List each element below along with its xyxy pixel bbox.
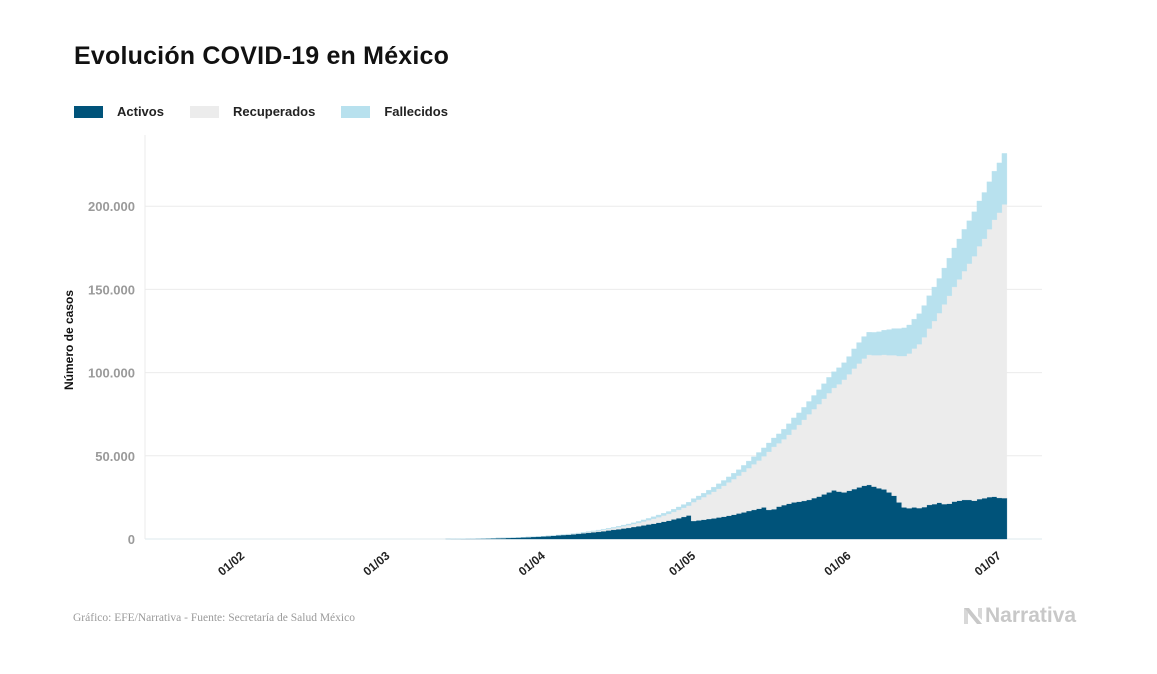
x-tick-label: 01/06 (821, 548, 853, 578)
y-tick-label: 200.000 (88, 199, 135, 214)
brand-name: Narrativa (985, 604, 1077, 627)
legend-swatch-fallecidos (341, 105, 371, 118)
y-tick-label: 100.000 (88, 366, 135, 381)
x-tick-label: 01/04 (516, 548, 548, 578)
area-recuperados (445, 204, 1008, 540)
y-axis-ticks: 0 50.000 100.000 150.000 200.000 (88, 199, 135, 547)
x-tick-label: 01/07 (972, 548, 1004, 578)
brand-logo: Narrativa (963, 604, 1076, 628)
x-tick-label: 01/03 (360, 548, 392, 578)
legend: Activos Recuperados Fallecidos (74, 104, 474, 119)
y-tick-label: 0 (128, 532, 135, 547)
x-tick-label: 01/05 (666, 548, 698, 578)
legend-item-activos: Activos (74, 104, 164, 119)
area-fallecidos (445, 153, 1008, 540)
source-note: Gráfico: EFE/Narrativa - Fuente: Secreta… (73, 612, 355, 624)
chart-title: Evolución COVID-19 en México (74, 42, 450, 70)
x-axis-ticks: 01/02 01/03 01/04 01/05 01/06 01/07 (215, 548, 1004, 578)
legend-item-fallecidos: Fallecidos (341, 104, 448, 119)
narrativa-logo-icon (964, 608, 982, 624)
y-tick-label: 50.000 (95, 449, 135, 464)
y-tick-label: 150.000 (88, 282, 135, 297)
legend-label-recuperados: Recuperados (232, 104, 316, 119)
x-tick-label: 01/02 (215, 548, 247, 578)
legend-swatch-activos (74, 105, 103, 118)
legend-item-recuperados: Recuperados (189, 104, 316, 119)
stacked-areas (445, 153, 1008, 540)
legend-label-activos: Activos (117, 104, 164, 119)
legend-label-fallecidos: Fallecidos (384, 104, 448, 119)
legend-swatch-recuperados (189, 105, 219, 118)
